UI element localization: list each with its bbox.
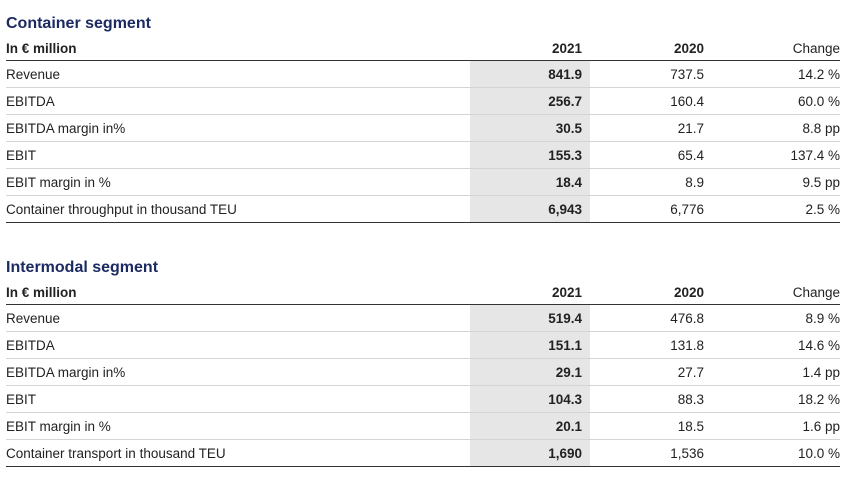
row-label: Revenue (6, 304, 470, 332)
table-row: Revenue 519.4 476.8 8.9 % (6, 304, 840, 332)
row-label: EBIT (6, 385, 470, 413)
row-label: EBITDA margin in% (6, 114, 470, 142)
value-2021: 29.1 (470, 358, 590, 386)
row-label: EBITDA (6, 331, 470, 359)
value-2020: 88.3 (590, 385, 720, 413)
value-2020: 160.4 (590, 87, 720, 115)
value-change: 60.0 % (720, 87, 840, 115)
value-change: 8.9 % (720, 304, 840, 332)
column-header-2021: 2021 (470, 280, 590, 305)
row-label: EBIT margin in % (6, 412, 470, 440)
column-header-unit: In € million (6, 280, 470, 305)
container-segment-title: Container segment (6, 15, 151, 32)
column-header-2021: 2021 (470, 36, 590, 61)
value-2021: 18.4 (470, 168, 590, 196)
table-row: EBITDA margin in% 29.1 27.7 1.4 pp (6, 358, 840, 386)
value-2021: 30.5 (470, 114, 590, 142)
container-segment-section: Container segment In € million 2021 2020… (6, 12, 840, 223)
value-change: 10.0 % (720, 439, 840, 467)
value-change: 14.6 % (720, 331, 840, 359)
value-2021: 256.7 (470, 87, 590, 115)
value-change: 1.6 pp (720, 412, 840, 440)
value-2020: 476.8 (590, 304, 720, 332)
row-label: Container throughput in thousand TEU (6, 195, 470, 223)
row-label: Revenue (6, 60, 470, 88)
table-row: Container throughput in thousand TEU 6,9… (6, 195, 840, 223)
value-2021: 6,943 (470, 195, 590, 223)
value-change: 18.2 % (720, 385, 840, 413)
value-2020: 65.4 (590, 141, 720, 169)
value-change: 9.5 pp (720, 168, 840, 196)
value-2021: 1,690 (470, 439, 590, 467)
intermodal-segment-table: In € million 2021 2020 Change Revenue 51… (6, 280, 840, 467)
value-2021: 151.1 (470, 331, 590, 359)
container-segment-table: In € million 2021 2020 Change Revenue 84… (6, 36, 840, 223)
row-label: EBITDA (6, 87, 470, 115)
table-row: EBITDA margin in% 30.5 21.7 8.8 pp (6, 114, 840, 142)
column-header-2020: 2020 (590, 280, 720, 305)
value-change: 1.4 pp (720, 358, 840, 386)
row-label: EBIT (6, 141, 470, 169)
intermodal-segment-section: Intermodal segment In € million 2021 202… (6, 256, 840, 467)
value-2020: 18.5 (590, 412, 720, 440)
value-2021: 155.3 (470, 141, 590, 169)
row-label: EBITDA margin in% (6, 358, 470, 386)
column-header-unit: In € million (6, 36, 470, 61)
value-2020: 131.8 (590, 331, 720, 359)
table-row: EBIT 104.3 88.3 18.2 % (6, 385, 840, 413)
table-row: EBITDA 256.7 160.4 60.0 % (6, 87, 840, 115)
table-row: EBIT margin in % 18.4 8.9 9.5 pp (6, 168, 840, 196)
value-2020: 737.5 (590, 60, 720, 88)
value-2021: 841.9 (470, 60, 590, 88)
row-label: Container transport in thousand TEU (6, 439, 470, 467)
table-row: Revenue 841.9 737.5 14.2 % (6, 60, 840, 88)
table-row: Container transport in thousand TEU 1,69… (6, 439, 840, 467)
value-2021: 104.3 (470, 385, 590, 413)
value-2021: 20.1 (470, 412, 590, 440)
row-label: EBIT margin in % (6, 168, 470, 196)
intermodal-segment-title: Intermodal segment (6, 259, 159, 276)
table-row: EBIT margin in % 20.1 18.5 1.6 pp (6, 412, 840, 440)
column-header-change: Change (720, 280, 840, 305)
value-change: 14.2 % (720, 60, 840, 88)
column-header-2020: 2020 (590, 36, 720, 61)
value-2021: 519.4 (470, 304, 590, 332)
value-2020: 6,776 (590, 195, 720, 223)
table-header-row: In € million 2021 2020 Change (6, 280, 840, 305)
value-change: 137.4 % (720, 141, 840, 169)
value-2020: 8.9 (590, 168, 720, 196)
value-2020: 21.7 (590, 114, 720, 142)
column-header-change: Change (720, 36, 840, 61)
value-2020: 1,536 (590, 439, 720, 467)
table-header-row: In € million 2021 2020 Change (6, 36, 840, 61)
table-row: EBITDA 151.1 131.8 14.6 % (6, 331, 840, 359)
value-change: 8.8 pp (720, 114, 840, 142)
value-change: 2.5 % (720, 195, 840, 223)
value-2020: 27.7 (590, 358, 720, 386)
table-row: EBIT 155.3 65.4 137.4 % (6, 141, 840, 169)
